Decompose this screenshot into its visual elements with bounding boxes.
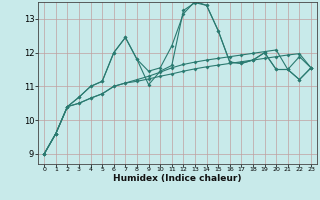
X-axis label: Humidex (Indice chaleur): Humidex (Indice chaleur) bbox=[113, 174, 242, 183]
